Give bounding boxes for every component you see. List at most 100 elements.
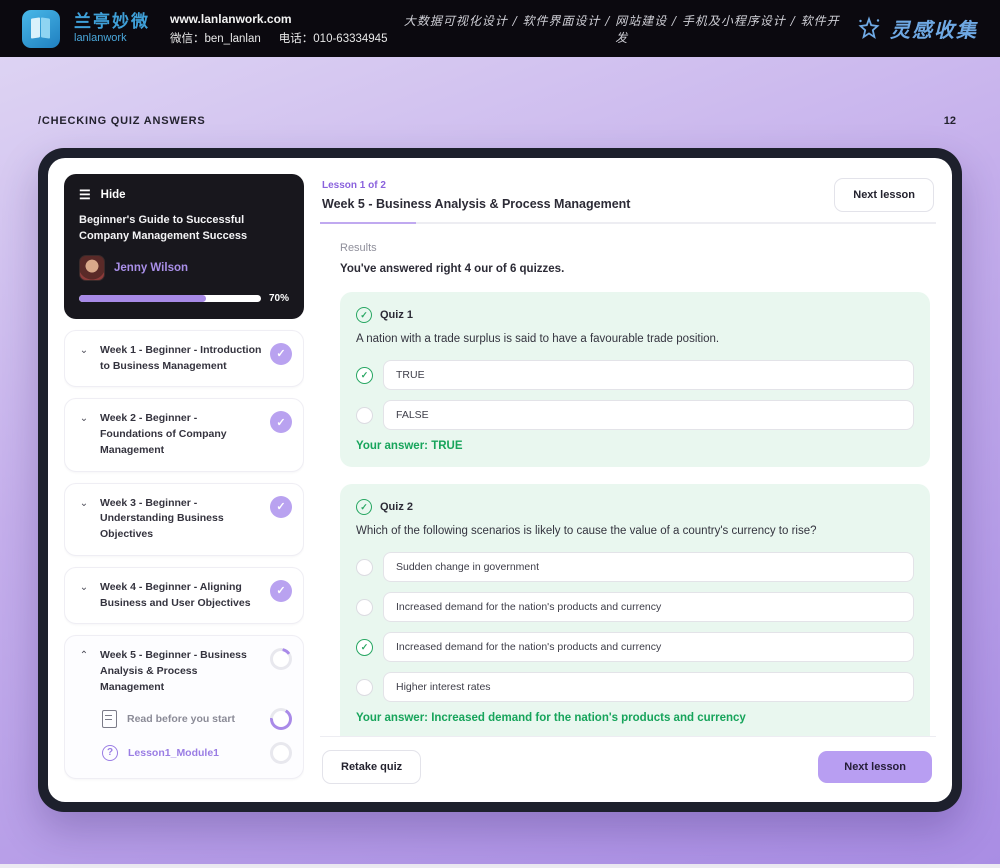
next-lesson-top-button[interactable]: Next lesson — [834, 178, 934, 212]
subitem-label: Read before you start — [127, 712, 235, 725]
phone-text: 电话：010-63334945 — [278, 32, 388, 45]
chevron-down-icon: ⌄ — [79, 413, 89, 425]
completed-check-icon — [270, 495, 292, 518]
services-line: 大数据可视化设计 / 软件界面设计 / 网站建设 / 手机及小程序设计 / 软件… — [403, 13, 840, 45]
quiz-results-body[interactable]: Results You've answered right 4 our of 6… — [320, 224, 936, 736]
hide-label: Hide — [100, 189, 126, 201]
document-icon — [102, 709, 117, 728]
site-header: 兰亭妙微 lanlanwork www.lanlanwork.com 微信：be… — [0, 0, 1000, 57]
user-name[interactable]: Jenny Wilson — [114, 261, 189, 274]
quiz2-option-4: Higher interest rates — [356, 672, 914, 702]
wechat-text: 微信：ben_lanlan — [170, 32, 261, 45]
sidebar-item-week1[interactable]: ⌄ Week 1 - Beginner - Introduction to Bu… — [64, 329, 304, 388]
contact-line: 微信：ben_lanlan 电话：010-63334945 — [170, 30, 387, 46]
sidebar-item-week2[interactable]: ⌄ Week 2 - Beginner - Foundations of Com… — [64, 398, 304, 472]
chevron-up-icon: ⌃ — [79, 650, 89, 662]
menu-icon: ☰ — [79, 187, 91, 202]
quiz-title: Quiz 2 — [380, 501, 414, 513]
radio-icon[interactable] — [356, 678, 373, 696]
quiz2-option-1: Sudden change in government — [356, 552, 914, 582]
next-lesson-button[interactable]: Next lesson — [818, 751, 932, 783]
progress-ring-icon — [270, 707, 292, 730]
option-box[interactable]: TRUE — [383, 360, 914, 390]
correct-check-icon: ✓ — [356, 307, 372, 323]
week-label: Week 4 - Beginner - Aligning Business an… — [100, 580, 251, 609]
progress-percent-label: 70% — [268, 292, 289, 304]
question-icon: ? — [102, 744, 118, 761]
radio-icon[interactable] — [356, 406, 373, 424]
quiz2-option-2: Increased demand for the nation's produc… — [356, 592, 914, 622]
option-box[interactable]: FALSE — [383, 400, 914, 430]
sidebar-item-week5[interactable]: ⌃ Week 5 - Beginner - Business Analysis … — [64, 635, 304, 779]
course-sidebar: ☰ Hide Beginner's Guide to Successful Co… — [64, 174, 304, 786]
radio-icon[interactable] — [356, 558, 373, 576]
lesson-count-label: Lesson 1 of 2 — [322, 179, 386, 191]
sparkle-star-icon — [856, 15, 882, 42]
progress-bar — [79, 294, 261, 302]
your-answer-line: Your answer: Increased demand for the na… — [356, 712, 746, 724]
page-meta-row: /CHECKING QUIZ ANSWERS 12 — [0, 57, 1000, 127]
subitem-read-before-start[interactable]: Read before you start — [102, 707, 292, 730]
hide-sidebar-button[interactable]: ☰ Hide — [79, 187, 289, 203]
lesson-header: Lesson 1 of 2 Week 5 - Business Analysis… — [320, 174, 936, 222]
radio-icon[interactable] — [356, 598, 373, 616]
sidebar-item-week3[interactable]: ⌄ Week 3 - Beginner - Understanding Busi… — [64, 482, 304, 556]
brand-name-cn: 兰亭妙微 — [74, 12, 150, 32]
subitem-lesson1-module1[interactable]: ? Lesson1_Module1 — [102, 741, 292, 764]
option-box[interactable]: Higher interest rates — [383, 672, 914, 702]
page-section-label: /CHECKING QUIZ ANSWERS — [38, 115, 206, 127]
completed-check-icon — [270, 342, 292, 365]
sidebar-item-week4[interactable]: ⌄ Week 4 - Beginner - Aligning Business … — [64, 566, 304, 625]
quiz2-card: ✓ Quiz 2 Which of the following scenario… — [340, 484, 930, 736]
progress-ring-icon — [270, 648, 292, 671]
quiz1-option-false: FALSE — [356, 400, 914, 430]
lanlanwork-logo-icon — [22, 9, 60, 48]
option-box[interactable]: Increased demand for the nation's produc… — [383, 632, 914, 662]
device-frame: ☰ Hide Beginner's Guide to Successful Co… — [38, 148, 962, 812]
chevron-down-icon: ⌄ — [79, 497, 89, 509]
retake-quiz-button[interactable]: Retake quiz — [322, 750, 422, 784]
completed-check-icon — [270, 411, 292, 434]
contact-block: www.lanlanwork.com 微信：ben_lanlan 电话：010-… — [170, 12, 387, 46]
lesson-header-text: Lesson 1 of 2 Week 5 - Business Analysis… — [322, 180, 630, 211]
collection-title: 灵感收集 — [890, 18, 978, 42]
your-answer-line: Your answer: TRUE — [356, 440, 463, 452]
results-summary: You've answered right 4 our of 6 quizzes… — [340, 263, 565, 275]
quiz1-option-true: ✓ TRUE — [356, 360, 914, 390]
option-box[interactable]: Increased demand for the nation's produc… — [383, 592, 914, 622]
quiz1-title-row: ✓ Quiz 1 — [356, 307, 914, 323]
radio-selected-icon[interactable]: ✓ — [356, 638, 373, 656]
option-box[interactable]: Sudden change in government — [383, 552, 914, 582]
quiz-title: Quiz 1 — [380, 309, 414, 321]
lesson-footer: Retake quiz Next lesson — [320, 736, 936, 786]
correct-check-icon: ✓ — [356, 499, 372, 515]
quiz2-title-row: ✓ Quiz 2 — [356, 499, 914, 515]
course-progress-row: 70% — [79, 293, 289, 304]
page-number: 12 — [943, 115, 956, 127]
week-label: Week 3 - Beginner - Understanding Busine… — [100, 496, 224, 541]
quiz1-card: ✓ Quiz 1 A nation with a trade surplus i… — [340, 292, 930, 467]
user-row: Jenny Wilson — [79, 254, 289, 281]
progress-bar-fill — [79, 294, 207, 302]
app-screen: ☰ Hide Beginner's Guide to Successful Co… — [48, 158, 952, 802]
week5-header[interactable]: ⌃ Week 5 - Beginner - Business Analysis … — [76, 648, 292, 695]
week-label: Week 5 - Beginner - Business Analysis & … — [100, 649, 247, 693]
week-label: Week 2 - Beginner - Foundations of Compa… — [100, 412, 227, 456]
lesson-title: Week 5 - Business Analysis & Process Man… — [322, 196, 631, 211]
website-text: www.lanlanwork.com — [170, 11, 292, 26]
empty-ring-icon — [270, 741, 292, 764]
page-canvas: /CHECKING QUIZ ANSWERS 12 ☰ Hide Beginne… — [0, 57, 1000, 864]
course-title: Beginner's Guide to Successful Company M… — [79, 214, 248, 242]
brand-block: 兰亭妙微 lanlanwork — [74, 12, 150, 44]
week5-subitems: Read before you start ? Lesson1_Module1 — [102, 707, 292, 764]
avatar — [79, 254, 105, 281]
bottom-strip — [0, 864, 1000, 868]
course-header-card: ☰ Hide Beginner's Guide to Successful Co… — [64, 174, 304, 319]
results-label: Results — [340, 242, 377, 254]
brand-name-en: lanlanwork — [74, 31, 127, 44]
radio-selected-icon[interactable]: ✓ — [356, 366, 373, 384]
chevron-down-icon: ⌄ — [79, 344, 89, 356]
lesson-main-panel: Lesson 1 of 2 Week 5 - Business Analysis… — [320, 174, 936, 786]
quiz-question: A nation with a trade surplus is said to… — [356, 333, 720, 345]
week-label: Week 1 - Beginner - Introduction to Busi… — [100, 343, 262, 372]
